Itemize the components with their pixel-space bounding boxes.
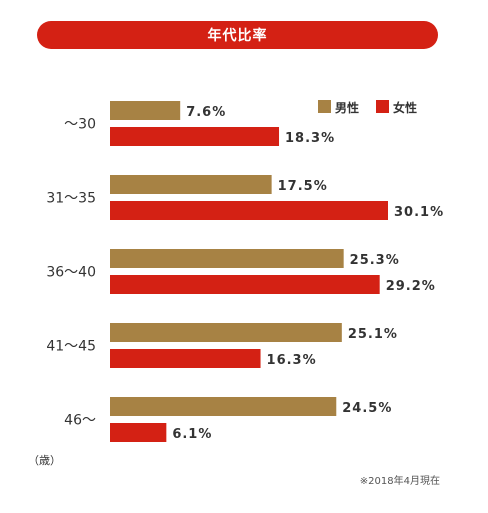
value-label: 24.5% <box>342 401 392 416</box>
category-label: 36〜40 <box>46 265 96 281</box>
value-label: 6.1% <box>172 427 212 442</box>
age-unit-label: （歳） <box>28 454 61 467</box>
bar-male <box>110 101 181 120</box>
bar-male <box>110 323 342 342</box>
legend-label: 男性 <box>335 100 359 115</box>
value-label: 30.1% <box>394 205 444 220</box>
category-label: 〜30 <box>64 117 96 133</box>
bar-male <box>110 397 337 416</box>
category-label: 46〜 <box>64 413 96 429</box>
chart-title: 年代比率 <box>37 21 438 49</box>
legend-swatch <box>318 100 331 113</box>
legend-swatch <box>376 100 389 113</box>
value-label: 25.3% <box>350 253 400 268</box>
value-label: 29.2% <box>386 279 436 294</box>
bar-female <box>110 275 380 294</box>
value-label: 25.1% <box>348 327 398 342</box>
bar-male <box>110 249 344 268</box>
bar-female <box>110 201 388 220</box>
bar-female <box>110 349 261 368</box>
value-label: 16.3% <box>267 353 317 368</box>
category-label: 31〜35 <box>46 191 96 207</box>
bar-female <box>110 127 280 146</box>
date-note: ※2018年4月現在 <box>359 476 440 487</box>
legend-label: 女性 <box>393 100 417 115</box>
bar-male <box>110 175 272 194</box>
value-label: 18.3% <box>285 131 335 146</box>
bar-female <box>110 423 167 442</box>
value-label: 7.6% <box>186 105 226 120</box>
value-label: 17.5% <box>278 179 328 194</box>
category-label: 41〜45 <box>46 339 96 355</box>
